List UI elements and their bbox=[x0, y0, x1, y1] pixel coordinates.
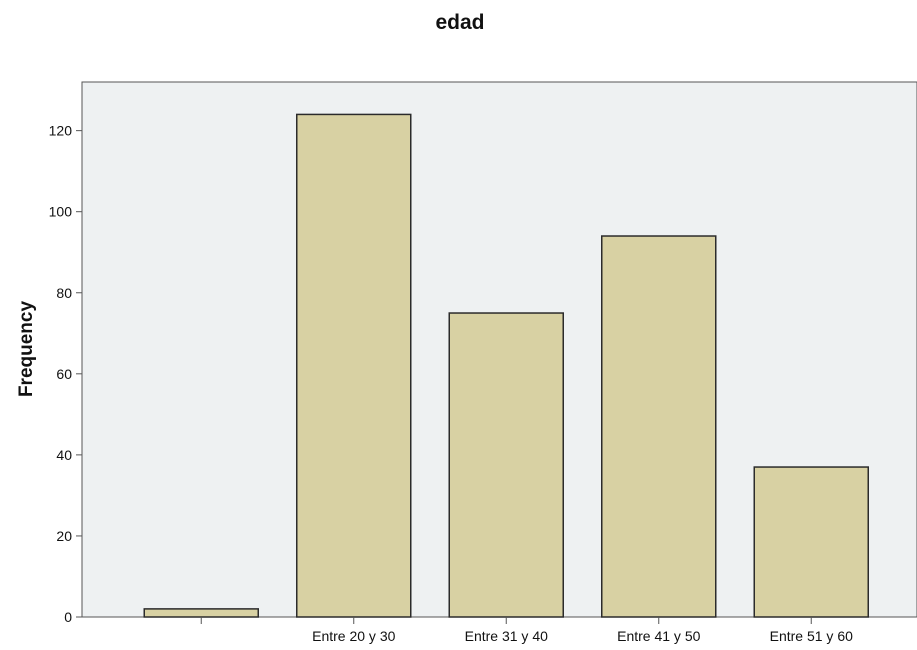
bar bbox=[448, 312, 564, 618]
y-tick-label: 40 bbox=[56, 447, 72, 463]
y-axis: 0 20 40 60 80 100 120 bbox=[49, 123, 82, 625]
chart-title: edad bbox=[435, 11, 484, 34]
bar bbox=[601, 235, 717, 618]
x-tick-label: Entre 20 y 30 bbox=[312, 628, 395, 644]
y-tick-label: 20 bbox=[56, 528, 72, 544]
x-tick-label: Entre 51 y 60 bbox=[770, 628, 853, 644]
y-tick-label: 60 bbox=[56, 366, 72, 382]
y-tick-label: 120 bbox=[49, 123, 73, 139]
y-tick-label: 80 bbox=[56, 285, 72, 301]
y-axis-title: Frequency bbox=[16, 301, 37, 398]
x-tick-label: Entre 31 y 40 bbox=[465, 628, 548, 644]
x-axis: Entre 20 y 30 Entre 31 y 40 Entre 41 y 50 E… bbox=[200, 617, 853, 644]
y-tick-label: 100 bbox=[49, 204, 73, 220]
bars bbox=[143, 113, 869, 618]
bar bbox=[753, 466, 869, 618]
bar bbox=[143, 608, 259, 618]
bar bbox=[296, 113, 412, 618]
y-tick-label: 0 bbox=[64, 609, 72, 625]
x-tick-label: Entre 41 y 50 bbox=[617, 628, 700, 644]
